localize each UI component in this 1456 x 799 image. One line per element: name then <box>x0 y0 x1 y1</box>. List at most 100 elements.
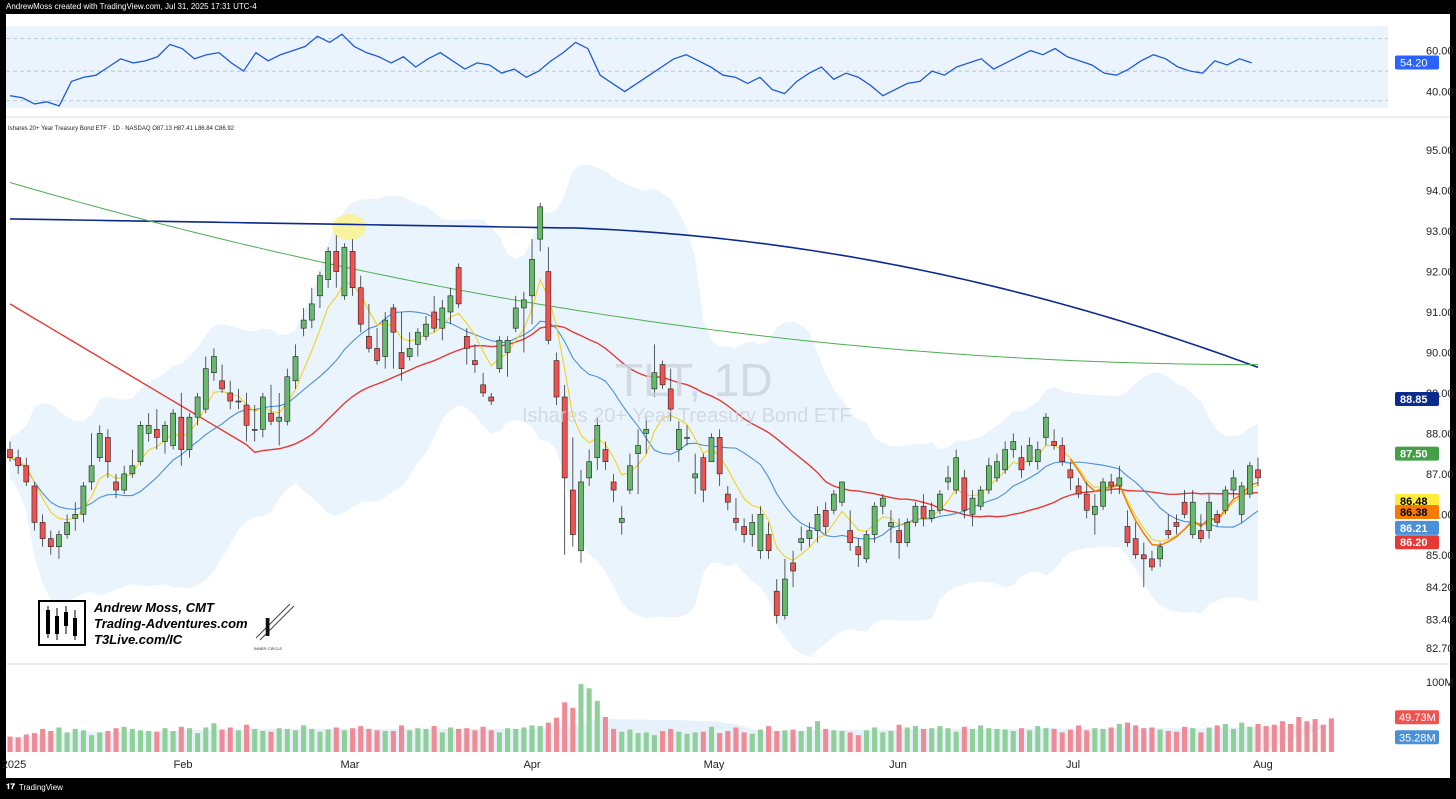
candle-body <box>847 530 853 543</box>
candle-body <box>782 578 788 616</box>
volume-bar <box>268 731 274 752</box>
candle-body <box>1083 493 1090 511</box>
symbol-header: Ishares 20+ Year Treasury Bond ETF · 1D … <box>8 126 234 132</box>
volume-bar <box>708 726 715 752</box>
volume-bar <box>1279 721 1285 752</box>
price-tick-label: 90.00 <box>1426 347 1454 359</box>
volume-bar <box>64 732 70 752</box>
candle-body <box>1206 501 1212 531</box>
volume-bar <box>1173 731 1179 752</box>
volume-bar <box>578 684 584 752</box>
volume-bar <box>260 731 266 752</box>
x-tick-label: Mar <box>341 759 360 771</box>
candle-body <box>863 534 870 560</box>
ma50-line <box>9 303 1259 518</box>
volume-bar <box>1231 728 1237 752</box>
volume-bar <box>815 721 821 752</box>
candle-body <box>586 461 592 479</box>
volume-bar <box>129 728 135 752</box>
volume-bar <box>431 726 437 752</box>
ema8-badge-label: 86.48 <box>1400 496 1428 508</box>
volume-bar <box>1067 729 1073 752</box>
volume-bar <box>635 733 641 752</box>
volume-bar <box>227 727 233 752</box>
candle-body <box>268 412 274 422</box>
volume-bar <box>1124 722 1131 752</box>
candle-body <box>953 457 960 491</box>
x-tick-label: Feb <box>174 759 193 771</box>
volume-bar <box>692 732 698 752</box>
candle-body <box>831 493 837 511</box>
candle-body <box>349 251 356 289</box>
candle-body <box>194 396 201 418</box>
candle-body <box>7 449 13 458</box>
candle-body <box>178 416 185 450</box>
price-tick-label: 91.00 <box>1426 307 1454 319</box>
volume-bar <box>863 730 869 752</box>
candle-body <box>1051 441 1057 446</box>
volume-bar <box>1214 725 1220 752</box>
candle-body <box>904 522 911 543</box>
candle-body <box>415 331 421 345</box>
x-tick-label: May <box>704 759 725 771</box>
volume-bar <box>782 730 788 752</box>
candle-body <box>1157 546 1163 560</box>
candle-body <box>806 530 813 539</box>
volume-bar <box>23 734 29 752</box>
volume-bar <box>505 728 511 752</box>
volume-bar <box>823 728 829 752</box>
volume-bar <box>529 725 535 752</box>
volume-bar <box>447 727 453 752</box>
candle-body <box>928 509 935 519</box>
volume-bar <box>1084 730 1090 752</box>
volume-bar <box>888 731 894 752</box>
high-value: H87.41 <box>173 126 193 132</box>
candle-body <box>1255 469 1261 479</box>
candle-body <box>145 425 152 434</box>
brand-site2: T3Live.com/IC <box>94 632 183 647</box>
ma100-badge-label: 87.50 <box>1400 449 1428 461</box>
volume-bar <box>480 726 486 752</box>
candle-body <box>790 562 796 572</box>
candle-body <box>1034 449 1041 463</box>
candle-body <box>105 437 111 463</box>
x-tick-label: Aug <box>1253 759 1273 771</box>
candle-body <box>627 465 633 491</box>
candle-body <box>521 299 527 309</box>
price-tick-label: 88.00 <box>1426 428 1454 440</box>
volume-bar <box>1255 724 1261 752</box>
candle-body <box>643 429 650 434</box>
footer-brand: TradingView <box>18 782 63 792</box>
volume-bar <box>521 727 527 752</box>
candle-body <box>618 518 625 523</box>
volume-bar <box>170 731 176 752</box>
volume-bar <box>1296 717 1302 752</box>
volume-bar <box>1206 727 1212 752</box>
ma200-badge-label: 88.85 <box>1400 394 1428 406</box>
candle-body <box>741 526 747 535</box>
volume-bar <box>986 728 992 752</box>
candle-body <box>170 412 176 446</box>
volume-bar <box>766 726 772 752</box>
candle-body <box>1247 465 1253 495</box>
volume-bar <box>341 730 347 752</box>
volume-badge <box>1395 710 1439 725</box>
candle-body <box>994 461 1000 479</box>
volume-bar <box>195 733 201 752</box>
volume-bar <box>945 728 951 752</box>
candle-body <box>406 348 413 357</box>
volume-bar <box>211 723 217 752</box>
volume-bar <box>513 728 519 752</box>
candle-body <box>1132 538 1139 556</box>
volume-bar <box>676 731 682 752</box>
candle-body <box>920 505 927 519</box>
candle-body <box>1181 501 1188 515</box>
volume-bar <box>1108 727 1114 752</box>
brand-name: Andrew Moss, CMT <box>94 600 214 615</box>
volume-bar <box>415 728 421 752</box>
volume-bar <box>7 736 13 752</box>
volume-bar <box>937 726 943 752</box>
volume-bar <box>1288 724 1294 752</box>
price-tick-label: 87.00 <box>1426 469 1454 481</box>
